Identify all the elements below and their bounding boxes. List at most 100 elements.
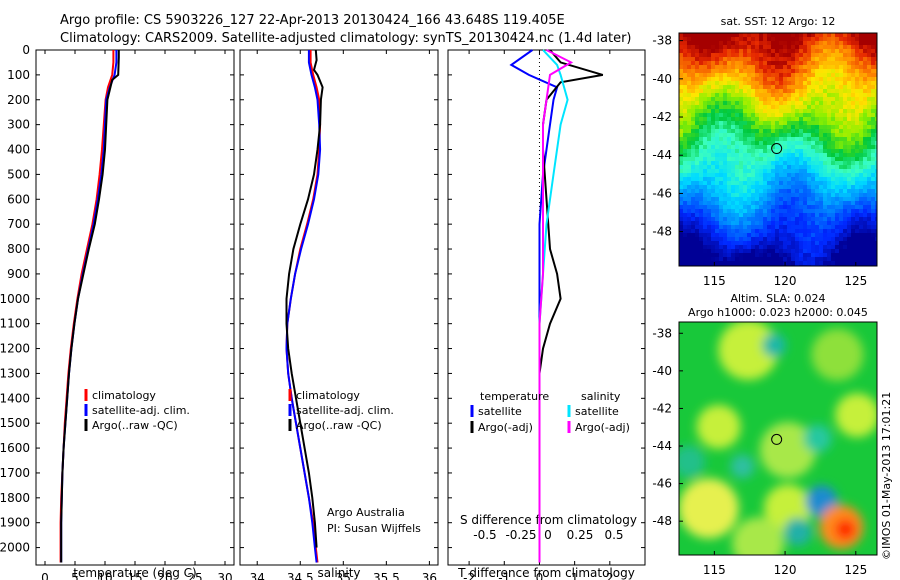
sst-cell [691,177,695,181]
sst-cell [815,129,819,133]
sst-cell [839,77,843,81]
sst-cell [783,85,787,89]
sst-cell [859,113,863,117]
sst-cell [851,225,855,229]
sst-cell [703,69,707,73]
sst-cell [827,205,831,209]
sst-cell [755,213,759,217]
sst-cell [783,245,787,249]
sst-cell [875,233,877,237]
sst-cell [815,173,819,177]
sst-cell [719,57,723,61]
salinity-panel: 34 34.5 35 35.5 36salinityclimatologysatelli… [239,49,439,580]
sst-cell [867,237,871,241]
sst-cell [827,141,831,145]
sst-cell [735,57,739,61]
sst-cell [699,109,703,113]
sst-cell [767,213,771,217]
sst-cell [759,173,763,177]
sst-cell [787,113,791,117]
sst-cell [711,201,715,205]
sst-cell [771,245,775,249]
sst-cell [807,253,811,257]
sst-cell [835,41,839,45]
sst-cell [839,65,843,69]
sst-cell [723,201,727,205]
sst-cell [859,37,863,41]
sst-cell [791,245,795,249]
sst-cell [723,157,727,161]
sst-cell [743,149,747,153]
sst-cell [751,41,755,45]
sst-cell [755,169,759,173]
sst-cell [755,245,759,249]
sst-cell [835,49,839,53]
sst-cell [735,133,739,137]
salinity-legend-label: Argo(..raw -QC) [296,419,382,432]
sst-cell [707,113,711,117]
sst-cell [859,125,863,129]
sst-cell [835,249,839,253]
sst-cell [679,145,683,149]
sst-cell [707,157,711,161]
legend-heading-salinity: salinity [581,390,621,403]
sst-cell [739,141,743,145]
sst-cell [799,145,803,149]
sst-cell [695,237,699,241]
sst-map-ytick-label: -48 [652,225,672,239]
sst-cell [771,49,775,53]
sst-cell [775,105,779,109]
sst-cell [755,225,759,229]
sst-cell [831,209,835,213]
sst-cell [747,109,751,113]
sst-cell [803,245,807,249]
sst-cell [723,73,727,77]
sst-cell [707,97,711,101]
sst-cell [691,89,695,93]
sst-cell [691,113,695,117]
sst-cell [807,225,811,229]
sst-cell [835,133,839,137]
sst-cell [811,153,815,157]
sst-cell [787,225,791,229]
sst-cell [775,245,779,249]
sst-cell [871,213,875,217]
sst-cell [799,81,803,85]
sst-cell [823,85,827,89]
sst-cell [799,89,803,93]
sst-cell [731,157,735,161]
sst-cell [711,229,715,233]
sst-cell [679,85,683,89]
sst-cell [723,181,727,185]
sst-cell [847,121,851,125]
sst-cell [707,141,711,145]
sst-cell [731,133,735,137]
sst-cell [827,37,831,41]
sst-cell [683,189,687,193]
header-line-1: Argo profile: CS 5903226_127 22-Apr-2013… [60,13,565,28]
sst-cell [863,213,867,217]
sst-cell [827,249,831,253]
sst-cell [763,137,767,141]
sst-cell [795,101,799,105]
sst-cell [803,189,807,193]
sst-cell [695,249,699,253]
sst-cell [819,65,823,69]
sst-cell [755,109,759,113]
sst-cell [731,201,735,205]
sst-cell [871,41,875,45]
sst-cell [687,49,691,53]
sst-cell [811,93,815,97]
sst-cell [683,85,687,89]
sst-cell [823,229,827,233]
sst-cell [691,69,695,73]
sst-cell [819,113,823,117]
sst-cell [835,189,839,193]
sst-cell [715,141,719,145]
sst-cell [727,181,731,185]
sst-cell [727,89,731,93]
sst-cell [791,45,795,49]
sst-cell [735,117,739,121]
sst-cell [847,93,851,97]
